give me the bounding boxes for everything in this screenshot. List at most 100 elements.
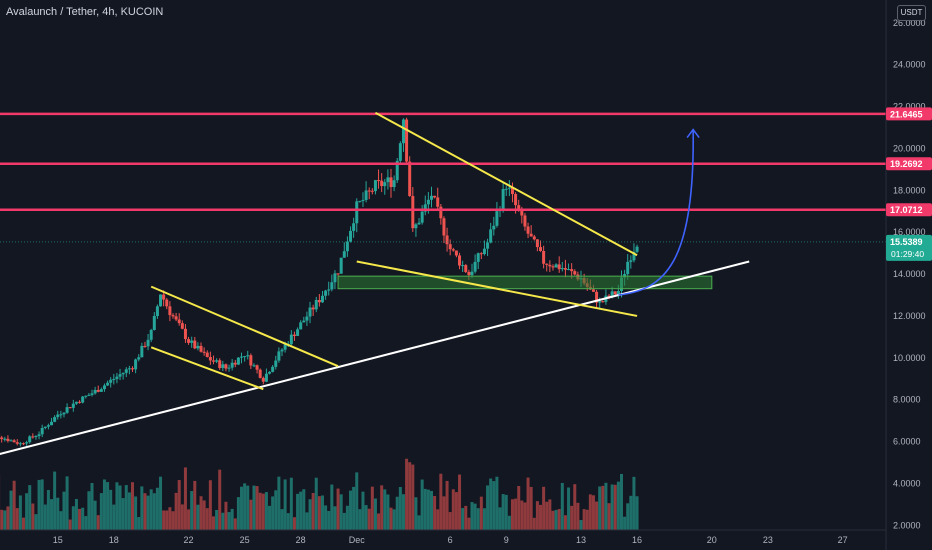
candle-body	[486, 242, 490, 249]
pattern-line[interactable]	[150, 346, 264, 391]
projection-arrowhead[interactable]	[686, 128, 700, 139]
volume-bar	[529, 486, 533, 530]
candle-body	[9, 440, 13, 442]
candle-body	[143, 345, 147, 347]
volume-bar	[454, 492, 458, 530]
candle-body	[37, 434, 41, 437]
volume-bar	[46, 489, 50, 530]
volume-bar	[168, 507, 172, 530]
volume-bar	[607, 503, 611, 530]
volume-bar	[106, 482, 110, 530]
candle-body	[87, 394, 91, 396]
candle-body	[626, 261, 630, 275]
bar-countdown-text: 01:29:40	[891, 249, 924, 259]
candle-body	[137, 357, 141, 360]
candle-body	[215, 360, 219, 362]
volume-bar	[59, 511, 63, 530]
candle-body	[311, 307, 315, 310]
drawing-tools[interactable]	[0, 111, 886, 459]
volume-bar	[252, 485, 256, 530]
volume-bar	[345, 505, 349, 530]
candle-body	[305, 316, 309, 321]
candle-body	[545, 263, 549, 265]
level-price-text: 19.2692	[890, 159, 923, 169]
currency-button[interactable]: USDT	[897, 5, 926, 21]
candle-body	[140, 345, 144, 358]
candle-body	[271, 366, 275, 372]
price-axis-tick: 10.0000	[893, 353, 926, 363]
volume-bar	[573, 484, 577, 530]
candle-body	[127, 368, 131, 370]
volume-bar	[233, 518, 237, 530]
candle-body	[62, 412, 66, 415]
candle-body	[417, 222, 421, 225]
candle-body	[320, 295, 324, 303]
candle-body	[398, 143, 402, 161]
volume-bar	[392, 509, 396, 530]
candle-body	[349, 230, 353, 242]
candle-body	[610, 291, 614, 298]
volume-bar	[37, 479, 41, 530]
time-axis-tick: 13	[576, 535, 586, 545]
volume-bar	[115, 482, 119, 530]
support-zone[interactable]	[337, 275, 713, 290]
pattern-line[interactable]	[356, 260, 638, 317]
volume-bar	[305, 512, 309, 530]
candle-body	[190, 340, 194, 343]
candle-body	[373, 180, 377, 192]
candle-body	[370, 190, 374, 192]
volume-bar	[190, 491, 194, 530]
volume-bar	[202, 500, 206, 530]
volume-bar	[520, 500, 524, 530]
candle-body	[205, 352, 209, 358]
price-axis-tick: 18.0000	[893, 185, 926, 195]
candle-body	[74, 401, 78, 404]
candle-body	[208, 357, 212, 361]
volume-bar	[53, 471, 57, 530]
volume-bar	[588, 494, 592, 530]
candle-body	[333, 273, 337, 283]
volume-bar	[152, 493, 156, 530]
volume-bar	[504, 494, 508, 530]
volume-bar	[62, 491, 66, 530]
candle-body	[489, 229, 493, 243]
volume-bar	[349, 490, 353, 530]
volume-bar	[196, 504, 200, 530]
volume-bar	[610, 484, 614, 530]
candle-body	[59, 414, 63, 416]
candle-body	[40, 428, 44, 435]
volume-bar	[43, 504, 47, 530]
time-axis-tick: 28	[296, 535, 306, 545]
candle-body	[299, 322, 303, 330]
candle-body	[218, 360, 222, 368]
candle-body	[159, 294, 163, 307]
candle-body	[236, 357, 240, 365]
candle-body	[155, 306, 159, 317]
candle-body	[28, 436, 32, 443]
candle-body	[34, 436, 38, 438]
volume-bar	[261, 493, 265, 530]
volume-bar	[268, 505, 272, 530]
candle-body	[523, 215, 527, 227]
volume-bar	[557, 509, 561, 530]
projection-arrow[interactable]	[618, 129, 694, 296]
pattern-line[interactable]	[374, 111, 638, 257]
volume-bar	[442, 496, 446, 530]
volume-bar	[545, 501, 549, 530]
candle-body	[296, 329, 300, 336]
volume-bar	[78, 508, 82, 530]
candle-body	[246, 355, 250, 357]
volume-bar	[560, 482, 564, 530]
candle-body	[174, 316, 178, 320]
candle-body	[255, 365, 259, 370]
candle-body	[445, 235, 449, 245]
pattern-line[interactable]	[150, 285, 339, 368]
volume-bar	[426, 489, 430, 530]
time-axis-tick: 6	[448, 535, 453, 545]
volume-bar	[131, 482, 134, 530]
volume-bar	[155, 487, 159, 530]
price-axis-tick: 8.0000	[893, 395, 921, 405]
time-axis-tick: 16	[632, 535, 642, 545]
